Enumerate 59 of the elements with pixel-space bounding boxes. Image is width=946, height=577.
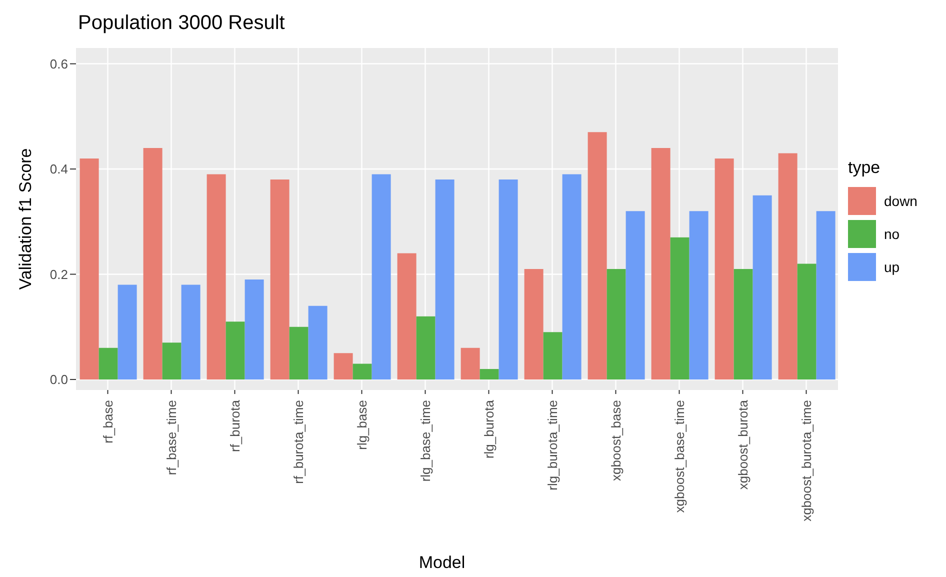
x-tick-label: rlg_base xyxy=(354,400,370,450)
x-tick-label: rf_base_time xyxy=(164,400,179,476)
bar xyxy=(98,348,118,380)
legend-label: down xyxy=(884,192,918,208)
x-tick-label: rlg_burota_time xyxy=(544,400,560,490)
bar xyxy=(372,174,391,380)
legend-label: no xyxy=(884,226,900,242)
y-tick-label: 0.0 xyxy=(50,372,68,388)
bar xyxy=(289,326,308,380)
bar xyxy=(816,211,836,380)
bar xyxy=(270,180,290,380)
x-tick-label: rf_burota_time xyxy=(290,400,306,484)
bar xyxy=(562,174,582,380)
x-tick-label: xgboost_burota xyxy=(735,399,750,490)
bar xyxy=(162,342,182,380)
bar xyxy=(626,211,645,380)
bar xyxy=(797,264,816,380)
y-axis-title: Validation f1 Score xyxy=(16,148,36,290)
bar xyxy=(352,364,372,380)
bar xyxy=(498,180,518,380)
x-tick-label: xgboost_base xyxy=(608,400,624,481)
bar xyxy=(143,148,162,380)
x-tick-label: rlg_base_time xyxy=(418,400,433,482)
bar xyxy=(606,268,626,380)
bar xyxy=(397,253,416,380)
bar xyxy=(80,158,99,380)
y-tick-label: 0.2 xyxy=(50,266,68,282)
legend-title: type xyxy=(848,158,882,178)
bar xyxy=(524,268,544,380)
bar xyxy=(752,195,772,380)
bar xyxy=(181,284,200,380)
x-tick-label: rf_base xyxy=(100,400,116,444)
bar xyxy=(689,211,708,380)
bar xyxy=(543,332,562,380)
y-tick-label: 0.4 xyxy=(50,162,68,177)
bar xyxy=(308,306,328,380)
bar xyxy=(460,348,480,380)
bar xyxy=(778,153,798,380)
bar xyxy=(334,353,353,380)
bar xyxy=(734,268,753,380)
x-axis-title: Model xyxy=(418,553,466,573)
bar xyxy=(651,148,670,380)
bar xyxy=(118,284,137,380)
bar xyxy=(416,316,436,380)
x-tick-label: rlg_burota xyxy=(481,399,496,459)
chart-title: Population 3000 Result xyxy=(78,12,285,35)
bar xyxy=(226,322,245,380)
bar xyxy=(714,158,734,380)
bar xyxy=(435,180,454,380)
bar xyxy=(588,132,607,380)
bar xyxy=(480,368,499,380)
y-tick-label: 0.6 xyxy=(50,56,68,72)
x-tick-label: xgboost_burota_time xyxy=(798,400,814,522)
x-tick-label: xgboost_base_time xyxy=(672,400,687,513)
bar xyxy=(244,280,264,380)
bar xyxy=(206,174,226,380)
x-tick-label: rf_burota xyxy=(227,399,242,452)
legend-label: up xyxy=(884,258,900,274)
bar xyxy=(670,237,690,380)
